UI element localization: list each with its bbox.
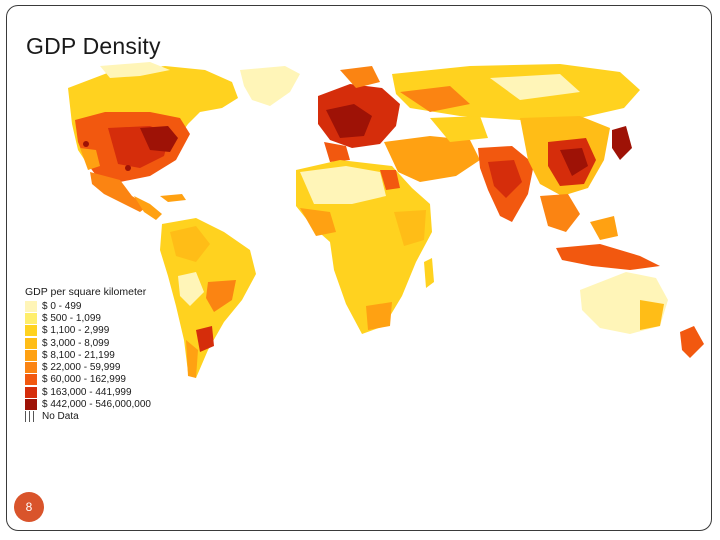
south-america-region [160,218,256,378]
legend-item: $ 3,000 - 8,099 [25,337,225,349]
legend-label: $ 1,100 - 2,999 [42,325,110,337]
legend-item: $ 1,100 - 2,999 [25,325,225,337]
legend-item: $ 163,000 - 441,999 [25,386,225,398]
legend-label: $ 60,000 - 162,999 [42,374,126,386]
legend-swatch [25,349,37,361]
greenland-region [240,66,300,106]
map-legend: GDP per square kilometer $ 0 - 499 $ 500 … [25,286,225,423]
legend-item: $ 22,000 - 59,999 [25,361,225,374]
legend-label: $ 8,100 - 21,199 [42,349,115,361]
legend-swatch [25,300,37,312]
legend-label: $ 3,000 - 8,099 [42,337,110,349]
legend-item: $ 60,000 - 162,999 [25,374,225,386]
legend-item: $ 500 - 1,099 [25,312,225,324]
legend-label: $ 163,000 - 441,999 [42,386,132,398]
legend-title: GDP per square kilometer [25,286,147,298]
oceania-region [580,272,704,358]
page-title: GDP Density [26,33,161,59]
south-asia-region [478,146,534,222]
middle-east-region [384,116,488,182]
legend-label: $ 22,000 - 59,999 [42,362,121,374]
legend-rows: $ 0 - 499 $ 500 - 1,099 $ 1,100 - 2,999 $ 3… [25,300,225,423]
madagascar-region [424,258,434,288]
north-america-region [68,62,238,220]
slide-frame [6,5,712,531]
legend-swatch [25,386,37,398]
southeast-asia-region [540,194,660,270]
legend-swatch [25,362,37,374]
legend-item: No Data [25,411,225,423]
legend-swatch [25,312,37,324]
east-asia-region [520,116,632,196]
legend-swatch [25,411,37,423]
legend-swatch [25,399,37,411]
caribbean-region [160,194,186,202]
legend-item: $ 442,000 - 546,000,000 [25,398,225,411]
legend-label: $ 500 - 1,099 [42,312,101,324]
legend-label: $ 442,000 - 546,000,000 [42,399,151,411]
africa-region [296,160,432,334]
page-number-badge: 8 [14,492,44,522]
legend-swatch [25,374,37,386]
legend-label: No Data [42,411,79,423]
legend-item: $ 8,100 - 21,199 [25,349,225,361]
north-asia-region [392,64,640,120]
europe-region [318,66,400,162]
legend-swatch [25,325,37,337]
legend-item: $ 0 - 499 [25,300,225,312]
legend-label: $ 0 - 499 [42,300,82,312]
legend-swatch [25,337,37,349]
